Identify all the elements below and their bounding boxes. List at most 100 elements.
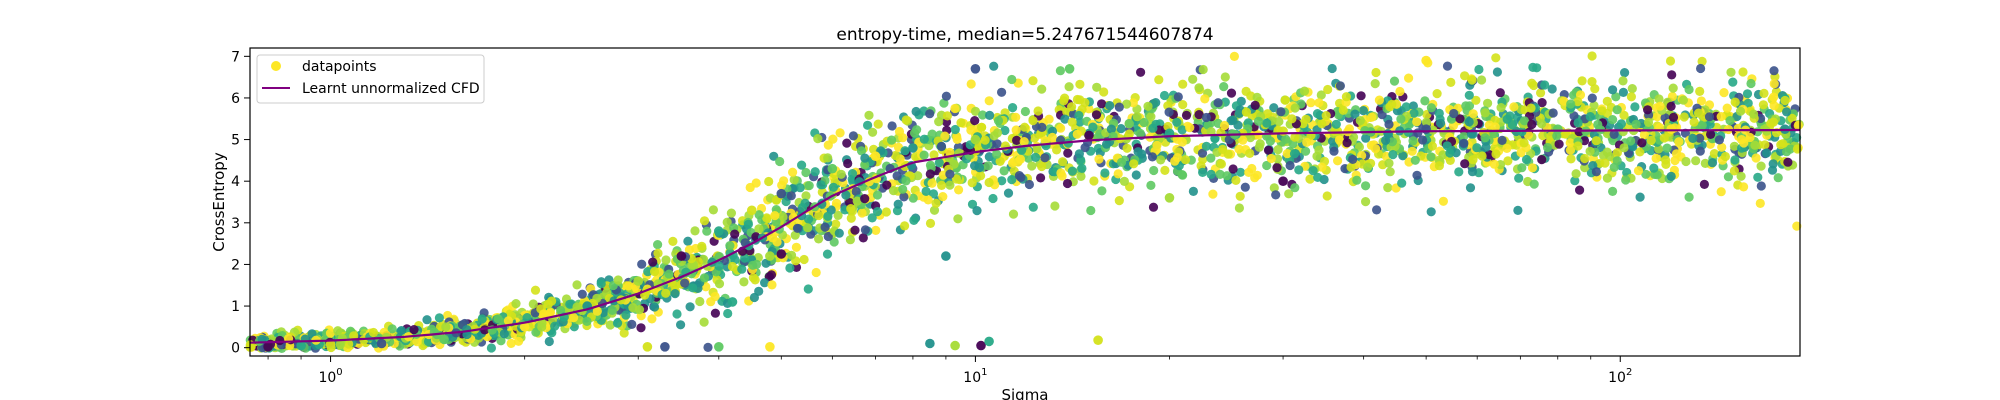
scatter-point: [1308, 166, 1318, 176]
scatter-point: [1696, 63, 1706, 74]
scatter-point: [596, 279, 606, 289]
scatter-point: [1003, 188, 1014, 198]
scatter-point: [864, 110, 874, 120]
scatter-point: [503, 316, 513, 326]
scatter-point: [1743, 98, 1753, 108]
scatter-point: [898, 184, 908, 194]
scatter-point: [1654, 94, 1664, 104]
scatter-point: [928, 189, 939, 199]
scatter-point: [1335, 81, 1345, 91]
scatter-point: [1321, 111, 1331, 121]
scatter-point: [911, 106, 921, 117]
scatter-point: [661, 255, 671, 265]
scatter-point: [1729, 141, 1739, 151]
scatter-point: [1612, 105, 1622, 115]
scatter-point: [1559, 96, 1569, 106]
scatter-point: [828, 182, 839, 192]
scatter-point: [1240, 182, 1250, 192]
scatter-point: [1062, 178, 1073, 189]
scatter-point: [1028, 116, 1038, 126]
scatter-point: [1717, 142, 1727, 152]
scatter-point: [1459, 131, 1469, 141]
scatter-point: [1691, 156, 1701, 166]
scatter-point: [1361, 181, 1371, 191]
scatter-point: [1363, 162, 1373, 172]
scatter-point: [1783, 157, 1793, 167]
scatter-point: [1792, 144, 1802, 154]
scatter-point: [1585, 112, 1595, 122]
x-axis-label: Sigma: [1001, 386, 1048, 400]
scatter-point: [1590, 84, 1600, 94]
scatter-point: [680, 278, 690, 288]
scatter-point: [1746, 78, 1756, 89]
scatter-point: [493, 314, 503, 324]
scatter-point: [702, 226, 712, 236]
scatter-point: [1700, 158, 1710, 168]
scatter-point: [811, 267, 821, 278]
scatter-point: [1234, 144, 1244, 154]
scatter-point: [1080, 143, 1090, 153]
scatter-point: [1124, 118, 1134, 129]
scatter-point: [1526, 103, 1536, 113]
scatter-point: [870, 151, 881, 161]
scatter-point: [970, 64, 981, 74]
scatter-point: [514, 336, 524, 346]
scatter-point: [1587, 77, 1597, 87]
scatter-point: [1119, 176, 1129, 186]
scatter-point: [929, 150, 939, 160]
scatter-point: [1341, 92, 1351, 102]
scatter-point: [966, 125, 976, 135]
scatter-point: [1020, 106, 1030, 117]
scatter-point: [816, 180, 826, 190]
scatter-point: [1234, 108, 1244, 118]
scatter-point: [1618, 87, 1628, 97]
scatter-point: [762, 213, 772, 223]
scatter-point: [703, 342, 713, 352]
scatter-point: [1662, 143, 1672, 153]
scatter-point: [730, 229, 740, 239]
scatter-point: [927, 178, 937, 188]
scatter-point: [1135, 128, 1145, 139]
scatter-point: [1421, 55, 1431, 66]
scatter-point: [1266, 153, 1276, 164]
scatter-point: [945, 147, 955, 157]
scatter-point: [1639, 130, 1649, 140]
scatter-point: [441, 322, 451, 332]
scatter-point: [664, 269, 674, 279]
scatter-point: [1667, 70, 1677, 80]
scatter-point: [1477, 151, 1487, 161]
scatter-point: [684, 245, 695, 255]
scatter-point: [1410, 155, 1420, 165]
scatter-point: [1587, 93, 1597, 103]
scatter-point: [1769, 92, 1779, 102]
scatter-point: [496, 336, 506, 346]
scatter-point: [648, 257, 658, 267]
scatter-point: [1569, 111, 1579, 121]
scatter-point: [1742, 89, 1753, 99]
scatter-point: [1358, 106, 1368, 116]
scatter-point: [511, 299, 521, 309]
scatter-point: [422, 315, 432, 325]
scatter-point: [999, 166, 1009, 176]
scatter-point: [1480, 108, 1490, 118]
scatter-point: [980, 135, 990, 145]
y-tick-label: 7: [231, 49, 240, 65]
scatter-point: [1537, 98, 1547, 108]
scatter-point: [1269, 183, 1279, 193]
scatter-point: [900, 221, 910, 231]
scatter-point: [1626, 136, 1636, 146]
scatter-point: [1776, 140, 1786, 150]
scatter-point: [1137, 149, 1147, 159]
scatter-point: [1626, 92, 1636, 102]
scatter-point: [1131, 170, 1141, 180]
scatter-point: [995, 156, 1005, 166]
scatter-point: [633, 276, 643, 286]
scatter-point: [1689, 117, 1699, 127]
scatter-point: [439, 334, 449, 345]
scatter-point: [1768, 117, 1779, 127]
scatter-point: [1728, 77, 1738, 87]
scatter-point: [1290, 103, 1300, 113]
scatter-point: [1213, 98, 1223, 108]
scatter-point: [1735, 106, 1746, 116]
